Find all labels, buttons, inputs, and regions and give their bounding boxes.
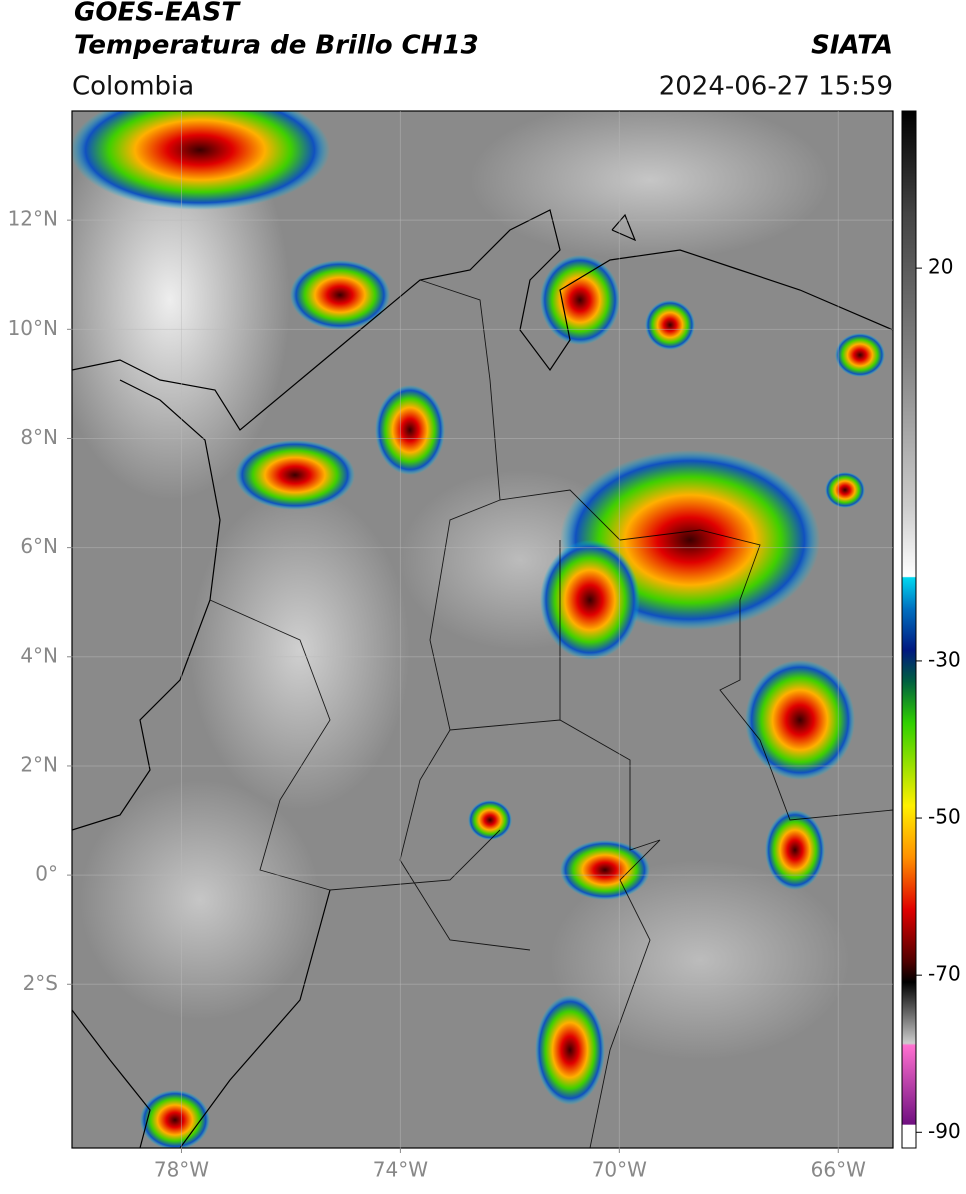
x-tick-label: 70°W: [592, 1158, 647, 1182]
region: Colombia: [72, 72, 194, 102]
subtitle: Temperatura de Brillo CH13: [74, 31, 479, 61]
y-tick-label: 0°: [35, 862, 58, 886]
y-tick-label: 2°N: [20, 752, 58, 776]
source: SIATA: [811, 31, 893, 61]
title: GOES-EAST: [74, 0, 241, 28]
colorbar-tick-label: -50: [928, 805, 961, 829]
satellite-image: [72, 111, 893, 1148]
timestamp: 2024-06-27 15:59: [659, 72, 893, 102]
colorbar: [901, 110, 917, 1149]
x-tick-label: 74°W: [373, 1158, 428, 1182]
map-frame: [71, 110, 894, 1149]
y-tick-label: 10°N: [8, 316, 58, 340]
colorbar-tick-label: -30: [928, 647, 961, 671]
x-tick-label: 78°W: [154, 1158, 209, 1182]
colorbar-tick-label: -90: [928, 1119, 961, 1143]
y-tick-label: 6°N: [20, 534, 58, 558]
y-tick-label: 4°N: [20, 643, 58, 667]
colorbar-tick-label: -70: [928, 962, 961, 986]
colorbar-tick-label: 20: [928, 255, 953, 279]
x-tick-label: 66°W: [811, 1158, 866, 1182]
y-tick-label: 8°N: [20, 425, 58, 449]
y-tick-label: 12°N: [8, 207, 58, 231]
y-tick-label: 2°S: [23, 971, 58, 995]
